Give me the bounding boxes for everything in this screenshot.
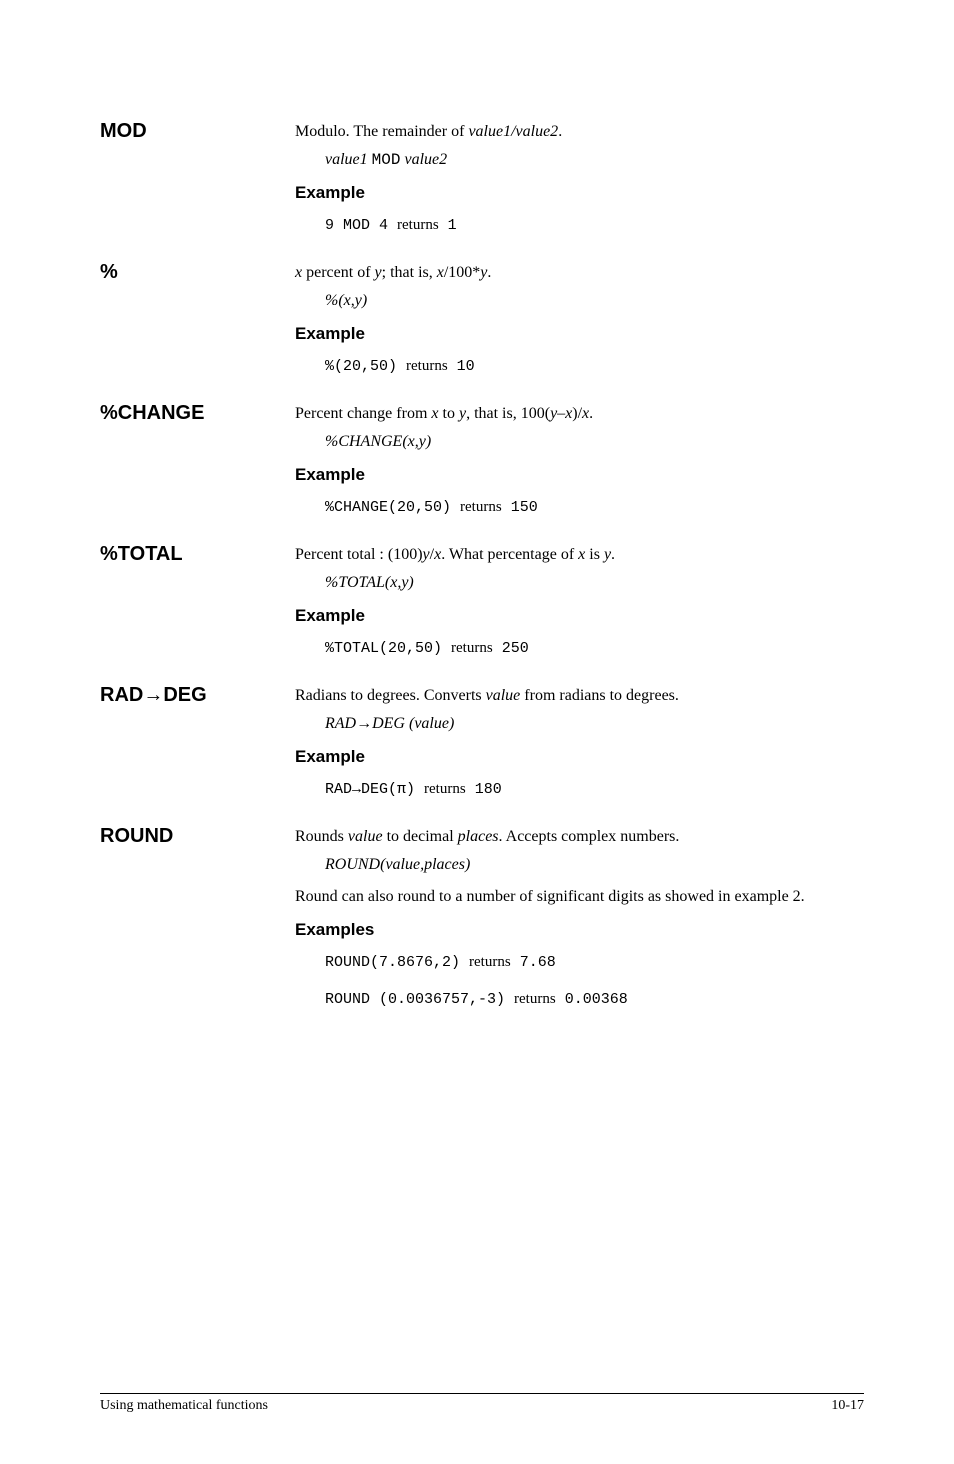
function-name: %CHANGE <box>100 402 295 533</box>
function-syntax: %CHANGE(x,y) <box>325 430 864 454</box>
function-name: ROUND <box>100 825 295 1026</box>
function-entry: ROUNDRounds value to decimal places. Acc… <box>100 825 864 1026</box>
example-header: Example <box>295 462 864 488</box>
footer-section-title: Using mathematical functions <box>100 1398 268 1414</box>
function-syntax: %TOTAL(x,y) <box>325 571 864 595</box>
function-name: RAD→DEG <box>100 684 295 815</box>
function-content: x percent of y; that is, x/100*y. %(x,y) E… <box>295 261 864 392</box>
example-line: 9 MOD 4 returns 1 <box>325 214 864 238</box>
function-name: MOD <box>100 120 295 251</box>
example-line: %TOTAL(20,50) returns 250 <box>325 637 864 661</box>
function-entry: %x percent of y; that is, x/100*y. %(x,y)… <box>100 261 864 392</box>
footer-page-number: 10-17 <box>831 1398 864 1414</box>
function-note: Round can also round to a number of sign… <box>295 885 864 909</box>
example-line: ROUND(7.8676,2) returns 7.68 <box>325 951 864 975</box>
example-header: Example <box>295 180 864 206</box>
example-line: %(20,50) returns 10 <box>325 355 864 379</box>
function-content: Radians to degrees. Converts value from … <box>295 684 864 815</box>
function-content: Percent total : (100)y/x. What percentag… <box>295 543 864 674</box>
function-description: Percent change from x to y, that is, 100… <box>295 402 864 426</box>
function-syntax: RAD→DEG (value) <box>325 712 864 736</box>
function-content: Rounds value to decimal places. Accepts … <box>295 825 864 1026</box>
function-entry: %CHANGEPercent change from x to y, that … <box>100 402 864 533</box>
function-description: Modulo. The remainder of value1/value2. <box>295 120 864 144</box>
example-line: RAD→DEG(π) returns 180 <box>325 778 864 802</box>
function-description: Rounds value to decimal places. Accepts … <box>295 825 864 849</box>
function-entry: MODModulo. The remainder of value1/value… <box>100 120 864 251</box>
function-syntax: %(x,y) <box>325 289 864 313</box>
example-header: Examples <box>295 917 864 943</box>
example-header: Example <box>295 603 864 629</box>
function-content: Modulo. The remainder of value1/value2. v… <box>295 120 864 251</box>
page-footer: Using mathematical functions 10-17 <box>100 1393 864 1414</box>
example-header: Example <box>295 744 864 770</box>
function-content: Percent change from x to y, that is, 100… <box>295 402 864 533</box>
function-syntax: value1 MOD value2 <box>325 148 864 172</box>
example-line: ROUND (0.0036757,-3) returns 0.00368 <box>325 988 864 1012</box>
function-syntax: ROUND(value,places) <box>325 853 864 877</box>
example-line: %CHANGE(20,50) returns 150 <box>325 496 864 520</box>
function-description: x percent of y; that is, x/100*y. <box>295 261 864 285</box>
function-description: Percent total : (100)y/x. What percentag… <box>295 543 864 567</box>
function-entry: %TOTALPercent total : (100)y/x. What per… <box>100 543 864 674</box>
function-entry: RAD→DEGRadians to degrees. Converts valu… <box>100 684 864 815</box>
function-description: Radians to degrees. Converts value from … <box>295 684 864 708</box>
function-name: % <box>100 261 295 392</box>
example-header: Example <box>295 321 864 347</box>
function-name: %TOTAL <box>100 543 295 674</box>
